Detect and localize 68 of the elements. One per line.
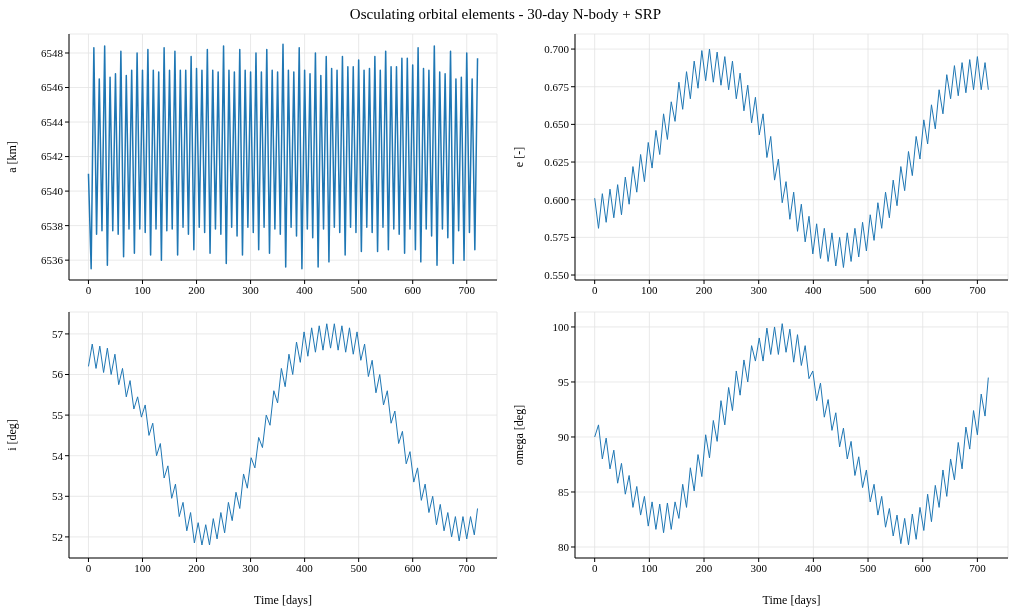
y-tick-label: 90	[558, 430, 570, 443]
y-axis-title: e [-]	[512, 146, 527, 168]
x-tick-label: 500	[350, 561, 368, 574]
x-tick-label: 600	[914, 561, 932, 574]
x-tick-label: 500	[350, 283, 368, 296]
y-tick-label: 6544	[41, 115, 64, 128]
y-tick-label: 0.700	[544, 42, 570, 55]
y-axis-title: i [deg]	[5, 419, 20, 451]
y-tick-label: 54	[52, 449, 64, 462]
x-tick-label: 700	[969, 283, 987, 296]
y-tick-label: 0.675	[544, 80, 570, 93]
x-tick-label: 700	[458, 561, 476, 574]
y-tick-label: 6548	[41, 46, 64, 59]
y-tick-label: 85	[558, 485, 570, 498]
x-tick-label: 100	[641, 561, 659, 574]
x-tick-label: 300	[750, 561, 768, 574]
y-tick-label: 6542	[41, 150, 63, 163]
x-tick-label: 500	[859, 561, 877, 574]
x-tick-label: 400	[805, 283, 823, 296]
x-tick-label: 700	[969, 561, 987, 574]
x-tick-label: 300	[750, 283, 768, 296]
y-tick-label: 6538	[41, 219, 64, 232]
x-tick-label: 300	[242, 561, 260, 574]
x-tick-label: 200	[188, 283, 206, 296]
y-tick-label: 0.650	[544, 118, 570, 131]
y-tick-label: 57	[52, 327, 64, 340]
y-tick-label: 6540	[41, 185, 64, 197]
x-tick-label: 0	[591, 283, 598, 296]
y-tick-label: 0.625	[544, 155, 570, 168]
x-tick-label: 0	[85, 283, 92, 296]
x-tick-label: 600	[404, 561, 422, 574]
y-axis-title: omega [deg]	[512, 404, 527, 466]
x-axis-title: Time [days]	[254, 593, 312, 607]
x-tick-label: 200	[188, 561, 206, 574]
y-tick-label: 0.575	[544, 231, 570, 244]
y-tick-label: 0.550	[544, 268, 570, 281]
y-tick-label: 6536	[41, 254, 64, 267]
x-tick-label: 0	[85, 561, 92, 574]
line-series	[594, 48, 989, 268]
line-series	[594, 323, 989, 546]
y-tick-label: 95	[558, 375, 570, 388]
x-tick-label: 400	[805, 561, 823, 574]
chart-title: Osculating orbital elements - 30-day N-body + SRP	[348, 6, 663, 23]
x-tick-label: 100	[641, 283, 659, 296]
x-tick-label: 400	[296, 561, 314, 574]
x-tick-label: 600	[914, 283, 932, 296]
y-tick-label: 53	[52, 490, 64, 503]
y-tick-label: 55	[52, 409, 64, 422]
x-tick-label: 300	[242, 283, 260, 296]
x-tick-label: 200	[695, 283, 713, 296]
x-tick-label: 600	[404, 283, 422, 296]
x-tick-label: 100	[134, 561, 152, 574]
x-axis-title: Time [days]	[762, 593, 821, 607]
y-tick-label: 52	[52, 530, 63, 543]
x-tick-label: 500	[859, 283, 877, 296]
line-series	[87, 323, 479, 546]
line-series	[87, 43, 479, 270]
x-tick-label: 200	[695, 561, 713, 574]
y-tick-label: 56	[52, 368, 64, 381]
y-tick-label: 6546	[41, 81, 64, 94]
y-tick-label: 80	[558, 540, 570, 553]
x-tick-label: 0	[591, 561, 598, 574]
x-tick-label: 700	[458, 283, 476, 296]
y-axis-title: a [km]	[5, 141, 20, 173]
x-tick-label: 400	[296, 283, 314, 296]
y-tick-label: 100	[552, 320, 570, 333]
y-tick-label: 0.600	[544, 193, 570, 206]
x-tick-label: 100	[134, 283, 152, 296]
